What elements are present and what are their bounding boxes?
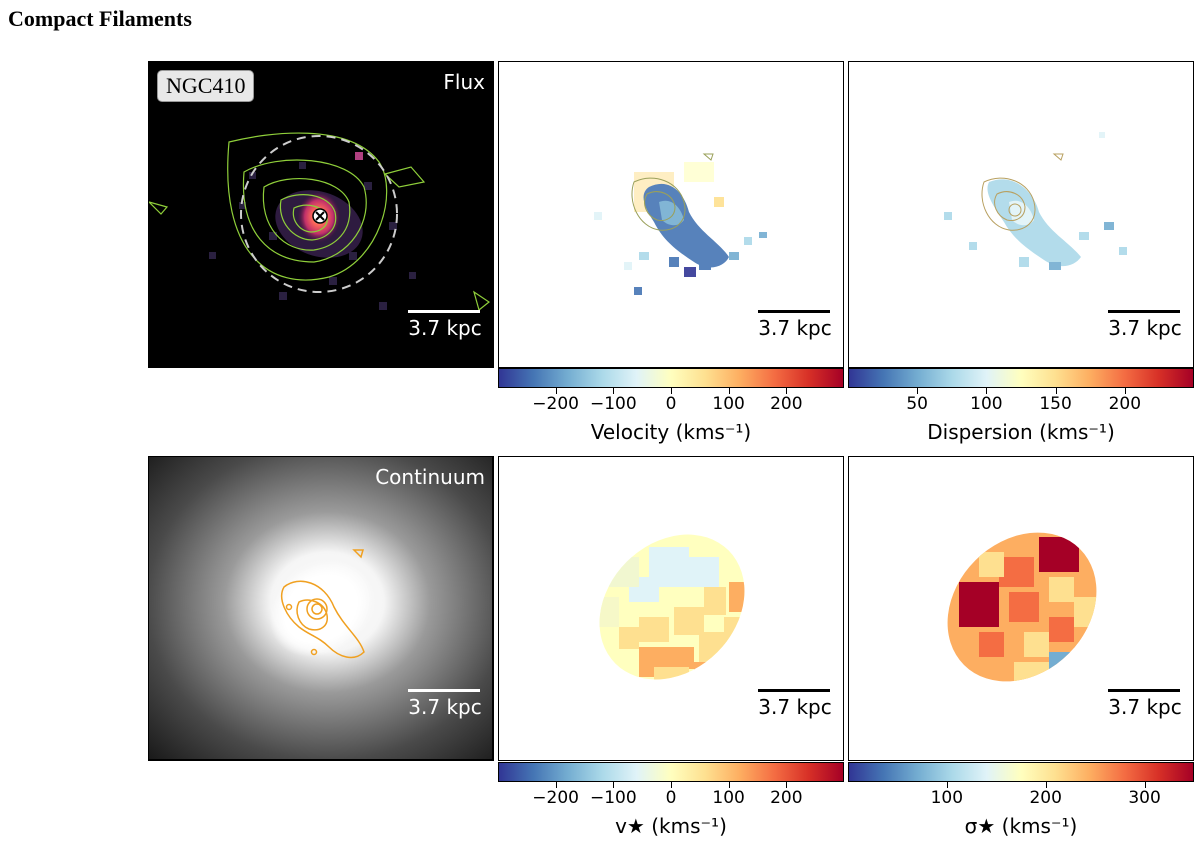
colorbar-tick	[946, 782, 948, 788]
scale-label: 3.7 kpc	[1108, 316, 1182, 340]
colorbar-tick-label: 100	[970, 394, 1003, 414]
scale-bar: 3.7 kpc	[1085, 310, 1193, 354]
colorbar-stellar-dispersion	[848, 762, 1194, 782]
colorbar-tick	[986, 388, 988, 394]
stellar-dispersion-map	[929, 517, 1119, 707]
colorbar-tick	[671, 782, 672, 788]
colorbar-tick	[786, 782, 788, 788]
continuum-label: Continuum	[375, 465, 485, 489]
colorbar-tick-label: −100	[589, 788, 637, 808]
colorbar-tick	[555, 782, 557, 788]
gas-dispersion-map	[944, 132, 1127, 270]
continuum-map	[149, 457, 492, 759]
colorbar-gas-velocity	[498, 368, 844, 388]
colorbar-tick	[671, 388, 672, 394]
stellar-velocity-panel: 3.7 kpc	[498, 456, 844, 761]
scale-bar: 3.7 kpc	[385, 310, 493, 354]
colorbar-tick	[728, 782, 730, 788]
flux-label: Flux	[443, 70, 485, 94]
colorbar-gas-dispersion	[848, 368, 1194, 388]
scale-label: 3.7 kpc	[758, 695, 832, 719]
colorbar-tick-label: 0	[665, 788, 677, 808]
colorbar-tick-label: 200	[1029, 788, 1062, 808]
flux-panel: NGC410 Flux 3.7 kpc	[148, 61, 494, 368]
stellar-dispersion-panel: 3.7 kpc	[848, 456, 1194, 761]
colorbar-tick-label: 100	[712, 394, 745, 414]
colorbar-stellar-velocity-ticks: −200 −100 0 100 200	[498, 782, 844, 812]
colorbar-tick	[1045, 782, 1047, 788]
scale-bar: 3.7 kpc	[735, 310, 843, 354]
continuum-panel: Continuum 3.7 kpc	[148, 456, 494, 761]
colorbar-tick-label: 300	[1128, 788, 1161, 808]
gas-velocity-panel: 3.7 kpc	[498, 61, 844, 368]
colorbar-tick	[1124, 388, 1126, 394]
colorbar-tick-label: −200	[532, 394, 580, 414]
colorbar-tick-label: 150	[1039, 394, 1072, 414]
galaxy-name: NGC410	[157, 70, 255, 102]
flux-map	[149, 132, 491, 312]
scale-bar: 3.7 kpc	[385, 689, 493, 733]
colorbar-tick-label: 200	[770, 788, 803, 808]
colorbar-tick-label: 100	[930, 788, 964, 808]
gas-dispersion-panel: 3.7 kpc	[848, 61, 1194, 368]
scale-bar: 3.7 kpc	[735, 689, 843, 733]
colorbar-tick	[786, 388, 788, 394]
colorbar-tick-label: −200	[532, 788, 580, 808]
colorbar-tick-label: 200	[770, 394, 803, 414]
colorbar-tick	[613, 782, 615, 788]
colorbar-tick	[613, 388, 615, 394]
colorbar-tick-label: 0	[665, 394, 677, 414]
colorbar-stellar-velocity	[498, 762, 844, 782]
scale-bar: 3.7 kpc	[1085, 689, 1193, 733]
colorbar-tick	[1144, 782, 1146, 788]
colorbar-tick-label: 100	[712, 788, 745, 808]
colorbar-gas-velocity-ticks: −200 −100 0 100 200	[498, 388, 844, 418]
colorbar-tick	[728, 388, 730, 394]
colorbar-gas-velocity-label: Velocity (kms⁻¹)	[590, 420, 752, 444]
colorbar-stellar-dispersion-ticks: 100 200 300	[848, 782, 1194, 812]
figure-title: Compact Filaments	[8, 6, 192, 31]
scale-label: 3.7 kpc	[1108, 695, 1182, 719]
colorbar-tick-label: 200	[1108, 394, 1142, 414]
stellar-velocity-map	[579, 517, 769, 707]
scale-label: 3.7 kpc	[408, 695, 482, 719]
scale-label: 3.7 kpc	[758, 316, 832, 340]
colorbar-stellar-velocity-label: v★ (kms⁻¹)	[615, 814, 727, 838]
gas-velocity-map	[594, 153, 767, 295]
colorbar-tick-label: 50	[906, 394, 929, 414]
colorbar-tick	[1055, 388, 1057, 394]
colorbar-gas-dispersion-label: Dispersion (kms⁻¹)	[927, 420, 1115, 444]
colorbar-tick-label: −100	[589, 394, 637, 414]
colorbar-stellar-dispersion-label: σ★ (kms⁻¹)	[964, 814, 1078, 838]
colorbar-gas-dispersion-ticks: 50 100 150 200	[848, 388, 1194, 418]
colorbar-tick	[555, 388, 557, 394]
colorbar-tick	[917, 388, 919, 394]
scale-label: 3.7 kpc	[408, 316, 482, 340]
